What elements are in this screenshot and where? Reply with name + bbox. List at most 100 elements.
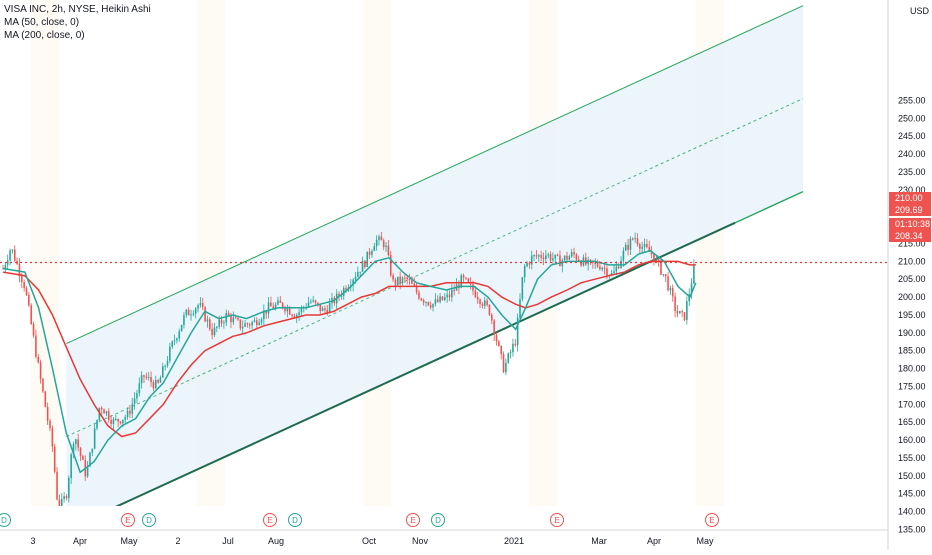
candle-body — [225, 312, 228, 323]
candle-body — [603, 267, 606, 269]
candle-body — [133, 398, 136, 404]
candle-body — [58, 499, 61, 512]
candle-body — [100, 407, 103, 410]
y-tick-label: 180.00 — [898, 364, 926, 374]
y-tick-label: 195.00 — [898, 310, 926, 320]
earnings-event-icon[interactable]: E — [406, 513, 420, 527]
candle-body — [44, 391, 47, 408]
candle-body — [523, 266, 526, 278]
price-tag-high-text: 210.00 — [895, 193, 923, 203]
price-tag-low-text: 208.34 — [895, 231, 923, 241]
event-letter: D — [146, 516, 152, 525]
candle-body — [570, 252, 573, 257]
candle-body — [411, 280, 413, 284]
candle-body — [159, 377, 162, 383]
candle-body — [183, 315, 185, 325]
candle-body — [488, 304, 491, 315]
candle-body — [11, 249, 14, 251]
event-circle — [550, 513, 564, 527]
candle-body — [493, 320, 495, 335]
candle-body — [519, 299, 521, 318]
candle-body — [439, 296, 441, 302]
candle-body — [270, 302, 272, 307]
candle-body — [272, 306, 275, 309]
earnings-event-icon[interactable]: E — [263, 513, 277, 527]
candle-body — [507, 353, 510, 363]
candle-body — [357, 272, 359, 277]
dividend-event-icon[interactable]: D — [288, 513, 302, 527]
candle-body — [37, 356, 40, 363]
candle-body — [448, 294, 451, 298]
candle-body — [436, 299, 439, 302]
candle-body — [230, 315, 232, 323]
candle-body — [21, 276, 23, 283]
candle-body — [169, 346, 171, 361]
currency-label: USD — [910, 6, 930, 16]
candle-body — [164, 365, 166, 367]
candle-body — [321, 308, 324, 312]
dividend-event-icon[interactable]: D — [142, 513, 156, 527]
candle-body — [23, 282, 25, 288]
candle-body — [594, 263, 596, 265]
candle-body — [72, 444, 75, 455]
ma50-line — [2, 249, 697, 474]
candle-body — [145, 376, 148, 378]
candle-body — [655, 258, 658, 262]
candle-body — [373, 246, 376, 251]
event-letter: D — [1, 516, 7, 525]
candle-body — [46, 407, 49, 421]
candle-body — [427, 302, 430, 306]
earnings-event-icon[interactable]: E — [550, 513, 564, 527]
dividend-event-icon[interactable]: D — [0, 513, 11, 527]
x-tick-label: Mar — [591, 536, 607, 546]
candle-body — [446, 294, 448, 298]
price-tag-last-text: 209.69 — [895, 205, 923, 215]
candle-body — [91, 448, 94, 453]
candle-body — [380, 236, 383, 241]
candle-body — [291, 314, 293, 316]
y-tick-label: 165.00 — [898, 417, 926, 427]
candle-body — [25, 287, 28, 295]
candle-body — [404, 277, 406, 279]
candle-body — [18, 263, 21, 277]
candle-body — [667, 276, 669, 291]
x-tick-label: Nov — [412, 536, 429, 546]
candle-body — [204, 307, 206, 322]
candle-body — [364, 260, 366, 267]
candle-body — [636, 238, 639, 245]
candle-body — [657, 258, 660, 261]
candle-body — [627, 244, 629, 250]
candle-body — [491, 314, 493, 321]
candle-body — [298, 312, 300, 316]
event-circle — [431, 513, 445, 527]
candle-body — [375, 239, 378, 247]
candle-body — [472, 284, 474, 291]
candle-body — [65, 496, 68, 499]
candle-body — [288, 307, 291, 315]
y-tick-label: 135.00 — [898, 525, 926, 535]
candle-body — [51, 428, 54, 447]
candle-body — [552, 258, 554, 261]
candle-body — [324, 308, 326, 311]
candle-body — [110, 419, 112, 424]
ma200-legend: MA (200, close, 0) — [4, 30, 85, 41]
candle-body — [300, 307, 303, 313]
candle-body — [681, 311, 683, 313]
x-tick-label: 2021 — [504, 536, 524, 546]
candle-body — [157, 379, 159, 383]
earnings-event-icon[interactable]: E — [121, 513, 135, 527]
candle-body — [89, 452, 91, 467]
candle-body — [425, 302, 427, 304]
y-tick-label: 145.00 — [898, 489, 926, 499]
candle-body — [387, 245, 390, 256]
x-tick-label: Oct — [362, 536, 377, 546]
candle-body — [192, 313, 195, 315]
candle-body — [77, 439, 79, 448]
candle-body — [314, 300, 317, 303]
candle-body — [284, 307, 286, 312]
candle-body — [462, 275, 465, 278]
earnings-event-icon[interactable]: E — [705, 513, 719, 527]
dividend-event-icon[interactable]: D — [431, 513, 445, 527]
candle-body — [256, 320, 258, 326]
